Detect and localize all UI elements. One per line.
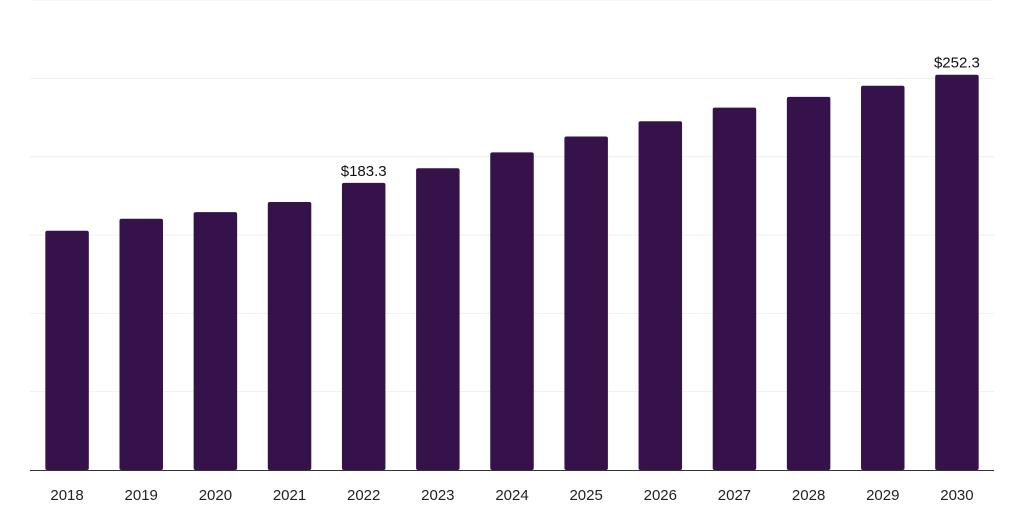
x-axis-tick-labels: 2018 2019 2020 2021 2022 2023 2024 2025 2026 2027… <box>50 487 973 504</box>
x-tick-label-2024: 2024 <box>495 487 528 504</box>
bars <box>45 74 979 471</box>
bar-2019 <box>119 218 163 470</box>
x-tick-label-2020: 2020 <box>199 487 232 504</box>
x-tick-label-2025: 2025 <box>569 487 602 504</box>
x-tick-label-2027: 2027 <box>718 487 751 504</box>
x-tick-label-2029: 2029 <box>866 487 899 504</box>
x-tick-label-2030: 2030 <box>940 487 973 504</box>
bar-2020 <box>193 212 238 471</box>
bar-2029 <box>861 85 905 471</box>
bar-2027 <box>712 107 757 470</box>
bar-2018 <box>45 230 89 470</box>
x-tick-label-2028: 2028 <box>792 487 825 504</box>
x-tick-label-2018: 2018 <box>50 487 83 504</box>
bar-2023 <box>416 168 460 470</box>
bar-2024 <box>490 152 534 471</box>
bar-2021 <box>267 201 312 470</box>
data-label-2030: $252.3 <box>934 55 980 72</box>
x-tick-label-2026: 2026 <box>644 487 677 504</box>
data-labels: $183.3 $252.3 <box>341 55 980 180</box>
data-label-2022: $183.3 <box>341 163 387 180</box>
bar-2028 <box>786 96 831 470</box>
x-tick-label-2023: 2023 <box>421 487 454 504</box>
bar-2026 <box>638 121 683 470</box>
bar-2030 <box>935 74 979 470</box>
x-tick-label-2022: 2022 <box>347 487 380 504</box>
x-tick-label-2019: 2019 <box>125 487 158 504</box>
bar-2025 <box>564 136 608 470</box>
bar-2022 <box>341 182 386 470</box>
x-tick-label-2021: 2021 <box>273 487 306 504</box>
